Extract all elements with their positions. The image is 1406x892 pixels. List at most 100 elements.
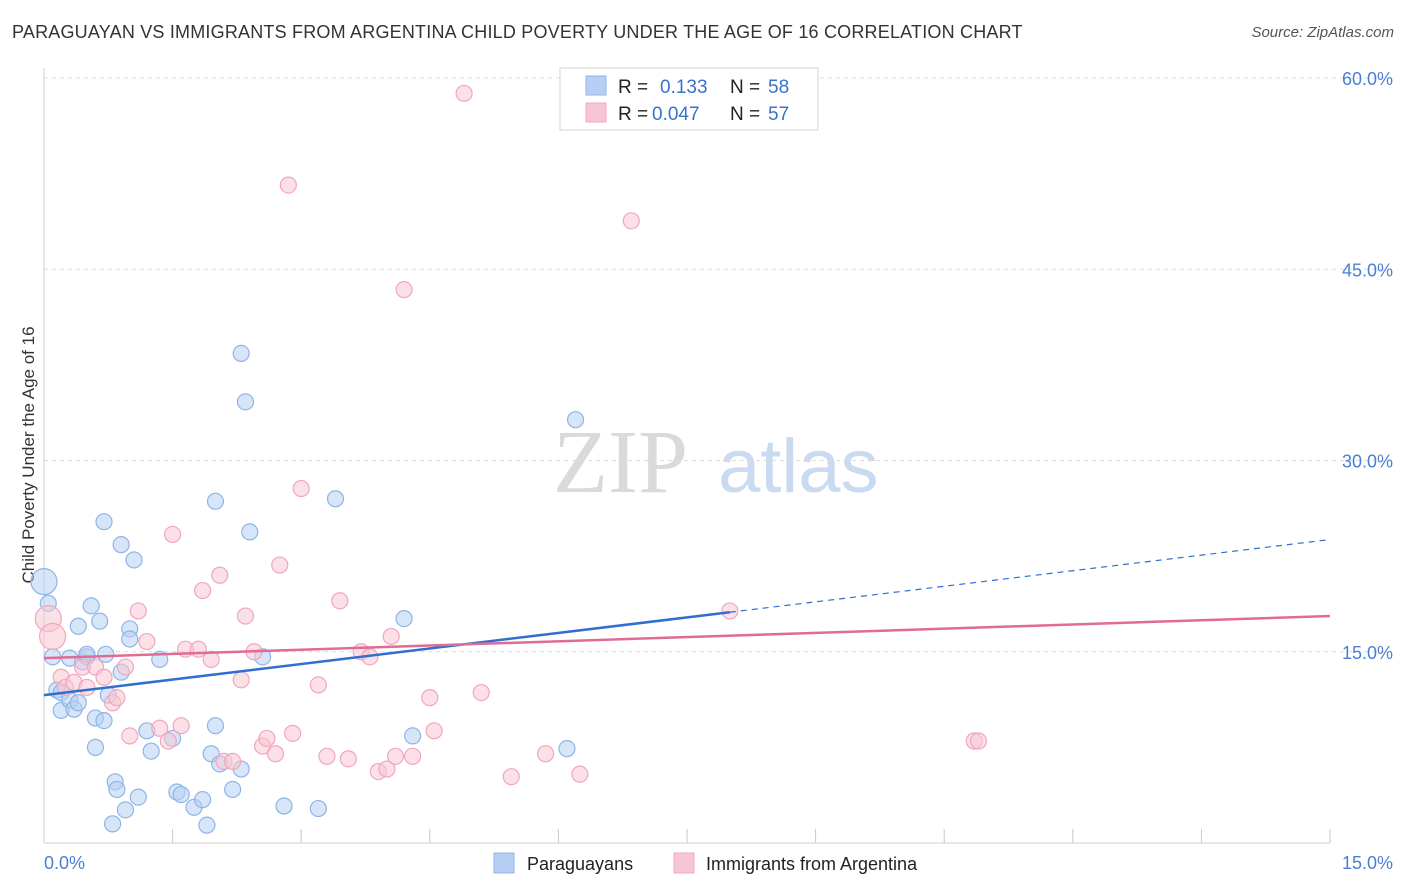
point-s2-16 <box>159 732 177 750</box>
point-s2-43 <box>378 760 396 778</box>
point-s1-47 <box>232 344 250 362</box>
legend-box: R = 0.133 N = 58 R = 0.047 N = 57 <box>559 67 819 131</box>
point-s1-56 <box>566 411 585 429</box>
trendlines <box>43 538 1331 697</box>
point-s2-30 <box>258 729 276 748</box>
trendline-paraguayans <box>43 610 731 697</box>
point-s1-37 <box>172 785 190 804</box>
point-s2-31 <box>266 745 285 763</box>
bottom-legend: Paraguayans Immigrants from Argentina <box>493 852 918 874</box>
x-tick-label-max: 15.0% <box>1342 853 1393 873</box>
point-s1-30 <box>125 551 143 569</box>
point-s1-48 <box>236 393 255 411</box>
point-s2-15 <box>151 719 169 737</box>
point-s1-39 <box>194 791 212 809</box>
y-tick-label-60: 60.0% <box>1342 69 1393 89</box>
point-s2-54 <box>571 765 589 783</box>
point-s2-46 <box>395 281 413 299</box>
point-s2-50 <box>455 84 473 102</box>
point-s1-53 <box>326 490 345 508</box>
series-1-points <box>30 344 585 834</box>
bottom-legend-swatch-argentina <box>673 852 695 874</box>
point-s1-10 <box>69 617 87 635</box>
point-s2-58 <box>969 732 988 750</box>
point-s2-25 <box>224 752 242 771</box>
point-s1-52 <box>309 799 327 818</box>
point-s1-49 <box>241 523 259 541</box>
point-s2-12 <box>121 727 139 745</box>
legend-n-label-1: N = <box>730 77 760 98</box>
point-s2-11 <box>116 658 135 676</box>
point-s2-37 <box>318 747 336 765</box>
point-s2-38 <box>331 592 349 610</box>
bottom-legend-swatch-paraguayans <box>493 852 515 874</box>
point-s1-42 <box>206 717 225 735</box>
point-s2-49 <box>425 722 443 740</box>
point-s2-8 <box>95 668 113 686</box>
point-s2-39 <box>339 750 357 768</box>
y-tick-label-15: 15.0% <box>1342 643 1393 663</box>
x-ticks <box>172 829 1331 843</box>
point-s1-55 <box>404 727 422 745</box>
point-s1-29 <box>121 630 139 648</box>
point-s1-27 <box>116 801 135 819</box>
point-s1-51 <box>275 797 293 815</box>
point-s2-10 <box>108 689 126 707</box>
point-s1-43 <box>206 492 225 510</box>
gridlines <box>44 77 1393 653</box>
legend-n-value-2: 57 <box>768 104 789 125</box>
point-s2-52 <box>502 768 520 786</box>
point-s1-17 <box>91 612 109 630</box>
point-s1-40 <box>198 816 216 834</box>
point-s2-53 <box>536 745 555 763</box>
point-s2-55 <box>622 212 640 230</box>
point-s2-32 <box>271 556 289 574</box>
trendline-argentina <box>43 614 1331 660</box>
watermark-atlas: atlas <box>718 424 879 509</box>
point-s2-1 <box>38 622 67 651</box>
y-axis-label: Child Poverty Under the Age of 16 <box>19 326 38 583</box>
legend-r-value-2: 0.047 <box>652 104 700 125</box>
point-s2-27 <box>236 607 255 625</box>
point-s2-14 <box>138 632 156 651</box>
point-s2-22 <box>202 650 220 669</box>
point-s2-44 <box>382 627 400 646</box>
point-s2-26 <box>232 671 250 689</box>
legend-r-label-1: R = <box>618 77 648 98</box>
point-s1-20 <box>97 645 115 663</box>
legend-n-label-2: N = <box>730 104 760 125</box>
trendline-paraguayans-extension <box>729 538 1331 613</box>
y-tick-label-45: 45.0% <box>1342 260 1393 280</box>
chart-source: Source: ZipAtlas.com <box>1251 24 1394 41</box>
point-s2-17 <box>164 525 182 544</box>
bottom-legend-label-paraguayans: Paraguayans <box>527 854 633 874</box>
x-tick-label-min: 0.0% <box>44 853 85 873</box>
point-s1-22 <box>103 815 122 833</box>
point-s2-6 <box>78 678 96 697</box>
point-s1-45 <box>224 780 242 799</box>
point-s2-23 <box>211 566 229 584</box>
legend-swatch-paraguayans <box>585 75 607 96</box>
point-s1-25 <box>112 536 130 554</box>
point-s2-13 <box>129 602 147 620</box>
legend-r-label-2: R = <box>618 104 648 125</box>
point-s2-47 <box>404 747 422 765</box>
point-s2-33 <box>279 176 297 194</box>
point-s2-56 <box>721 602 739 620</box>
point-s1-0 <box>30 568 58 596</box>
point-s2-36 <box>309 676 327 694</box>
point-s1-9 <box>69 694 87 712</box>
point-s1-18 <box>95 513 113 531</box>
point-s1-31 <box>129 788 147 806</box>
watermark-zip: ZIP <box>553 413 688 512</box>
point-s2-45 <box>386 747 405 765</box>
chart-title: PARAGUAYAN VS IMMIGRANTS FROM ARGENTINA … <box>12 22 1023 42</box>
point-s1-19 <box>95 711 113 730</box>
point-s2-18 <box>172 717 190 735</box>
point-s2-34 <box>284 724 302 742</box>
point-s2-51 <box>472 683 490 702</box>
bottom-legend-label-argentina: Immigrants from Argentina <box>706 854 918 874</box>
point-s1-24 <box>108 780 126 799</box>
y-tick-labels: 15.0% 30.0% 45.0% 60.0% <box>1342 69 1393 663</box>
